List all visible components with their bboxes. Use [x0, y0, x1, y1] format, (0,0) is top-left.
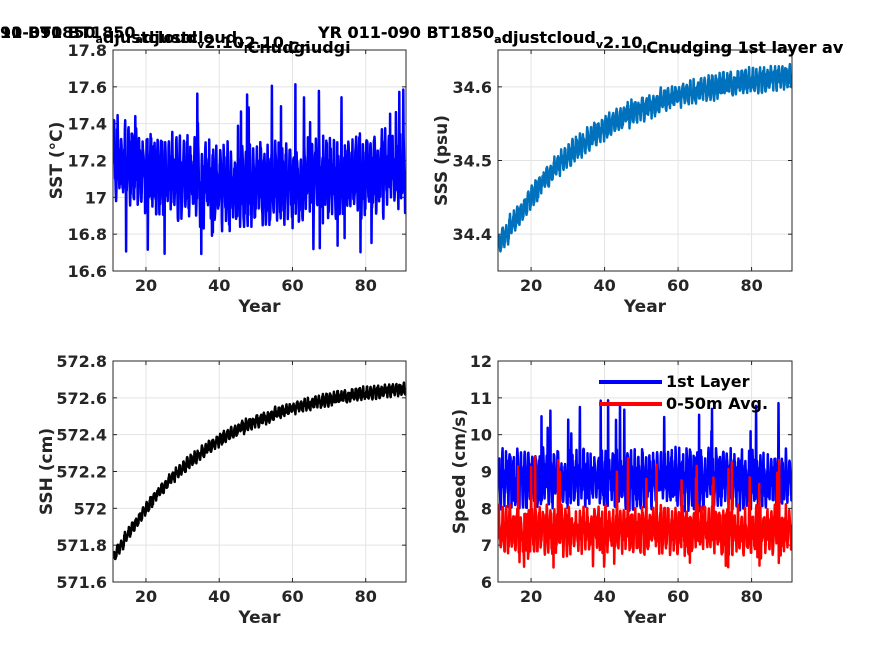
speed-series-line-2 [498, 455, 792, 569]
sst-xtick-label: 60 [281, 276, 303, 295]
ssh-axes-box [112, 360, 407, 583]
sst-ytick-label: 16.6 [68, 262, 107, 281]
speed-ytick-label: 11 [470, 389, 492, 408]
sst-ytick-label: 17.8 [68, 41, 107, 60]
ssh-xtick-label: 80 [355, 587, 377, 606]
sss-xlabel: Year [623, 297, 667, 317]
speed-panel: 20 40 60 80 6 7 8 9 10 11 12 Year Speed (cm/s) 1st La… [317, 23, 844, 628]
ssh-ytick-label: 572.8 [56, 352, 107, 371]
speed-ylabel: Speed (cm/s) [450, 409, 470, 534]
sst-ytick-label: 17 [85, 188, 107, 207]
speed-ytick-label: 10 [470, 426, 492, 445]
sss-ytick-label: 34.4 [453, 225, 492, 244]
ssh-title: 11-090 BT1850adjustcloudv2.10lCnudgi [0, 23, 351, 57]
sss-xtick-label: 40 [593, 276, 615, 295]
sst-xtick-label: 20 [135, 276, 157, 295]
speed-series-group [498, 398, 792, 569]
sst-title: 90 BT1850adjustcloudv2.10lCnudgi [0, 23, 311, 57]
sss-xtick-label: 80 [740, 276, 762, 295]
sss-ylabel: SSS (psu) [432, 115, 452, 206]
sst-xlabel: Year [237, 297, 281, 317]
ssh-ytick-label: 572.2 [56, 463, 107, 482]
sss-axes-box [497, 49, 793, 272]
ssh-ytick-label: 572.4 [56, 426, 107, 445]
ssh-series-group [113, 381, 406, 561]
ssh-xtick-label: 20 [135, 587, 157, 606]
speed-legend-label: 1st Layer [666, 372, 750, 391]
ssh-ytick-label: 571.8 [56, 536, 107, 555]
sss-ytick-label: 34.5 [453, 152, 492, 171]
sst-ytick-label: 17.2 [68, 152, 107, 171]
sss-panel: 20 40 60 80 34.4 34.5 34.6 Year SSS (psu) YR 011-… [317, 23, 844, 317]
speed-title: YR 011-090 BT1850adjustcloudv2.10lCnudgi… [317, 23, 844, 57]
speed-xtick-label: 20 [520, 587, 542, 606]
speed-series-line-1 [498, 398, 792, 513]
sst-ytick-label: 16.8 [68, 225, 107, 244]
sst-axes-box [112, 49, 407, 272]
ssh-ytick-label: 571.6 [56, 573, 107, 592]
sst-series-line-1 [113, 82, 406, 256]
speed-legend-label: 0-50m Avg. [666, 394, 768, 413]
sss-xtick-label: 60 [667, 276, 689, 295]
ssh-xtick-label: 60 [281, 587, 303, 606]
sst-ytick-label: 17.4 [68, 115, 107, 134]
sss-xtick-label: 20 [520, 276, 542, 295]
speed-axes-box [497, 360, 793, 583]
sss-series-line-1 [498, 62, 792, 253]
ssh-ytick-label: 572 [74, 499, 107, 518]
ssh-ytick-label: 572.6 [56, 389, 107, 408]
sst-panel: 20 40 60 80 16.6 16.8 17 17.2 17.4 17.6 17.8 Year SS… [0, 23, 407, 317]
sst-xtick-label: 80 [355, 276, 377, 295]
speed-ytick-label: 6 [481, 573, 492, 592]
sss-ytick-label: 34.6 [453, 78, 492, 97]
sss-title: YR 011-090 BT1850adjustcloudv2.10lCnudgi… [317, 23, 844, 57]
speed-xlabel: Year [623, 608, 667, 628]
sst-ytick-label: 17.6 [68, 78, 107, 97]
sst-ylabel: SST (°C) [47, 122, 67, 200]
speed-ytick-label: 12 [470, 352, 492, 371]
ssh-series-line-1 [113, 381, 406, 561]
sst-xtick-label: 40 [208, 276, 230, 295]
speed-ytick-label: 7 [481, 536, 492, 555]
ssh-panel: 20 40 60 80 571.6 571.8 572 572.2 572.4 572.6 572.… [0, 23, 407, 628]
speed-xtick-label: 40 [593, 587, 615, 606]
sst-series-group [113, 82, 406, 256]
ssh-xlabel: Year [237, 608, 281, 628]
sss-series-group [498, 62, 792, 253]
speed-xtick-label: 60 [667, 587, 689, 606]
ssh-ylabel: SSH (cm) [37, 428, 57, 515]
ssh-xtick-label: 40 [208, 587, 230, 606]
speed-ytick-label: 8 [481, 499, 492, 518]
speed-ytick-label: 9 [481, 463, 492, 482]
speed-xtick-label: 80 [740, 587, 762, 606]
speed-legend: 1st Layer 0-50m Avg. [599, 372, 768, 413]
